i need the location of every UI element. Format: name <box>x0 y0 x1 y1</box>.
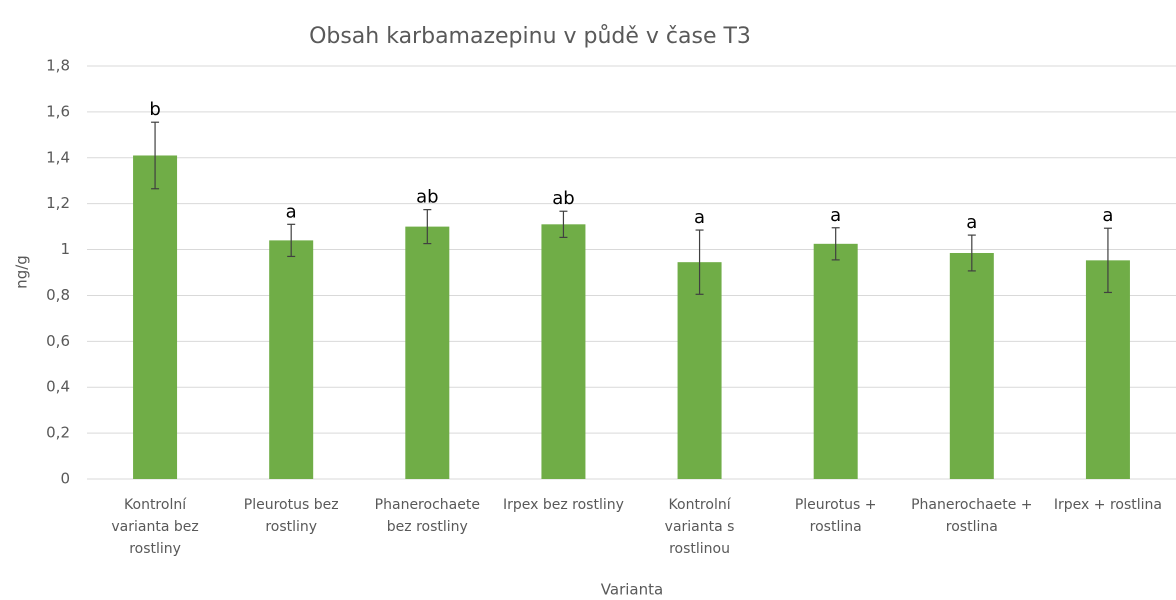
x-tick-label: Kontrolní varianta bez rostliny <box>111 497 199 557</box>
y-tick-label: 0,4 <box>46 378 70 396</box>
y-tick-label: 1,4 <box>46 148 70 166</box>
x-tick-label: Phanerochaete bez rostliny <box>374 497 480 535</box>
y-tick-label: 1,8 <box>46 57 70 75</box>
y-tick-label: 0,6 <box>46 332 70 350</box>
y-tick-label: 1 <box>60 240 70 258</box>
bar <box>269 240 314 479</box>
x-tick-label: Kontrolní varianta s rostlinou <box>664 497 735 557</box>
y-tick-label: 0 <box>60 470 70 488</box>
y-tick-label: 1,2 <box>46 194 70 212</box>
bar <box>1085 260 1130 479</box>
chart-title: Obsah karbamazepinu v půdě v čase T3 <box>309 24 751 49</box>
bar <box>813 243 858 479</box>
y-tick-label: 0,2 <box>46 424 70 442</box>
bar <box>405 226 450 479</box>
y-tick-label: 1,6 <box>46 102 70 120</box>
annotation: a <box>694 207 705 228</box>
x-axis-title: Varianta <box>601 581 663 599</box>
annotation: a <box>830 205 841 226</box>
x-tick-label: Pleurotus + rostlina <box>794 497 877 535</box>
x-tick-label: Irpex + rostlina <box>1053 497 1162 513</box>
y-tick-label: 0,8 <box>46 286 70 304</box>
annotation: a <box>286 201 297 222</box>
bar <box>133 155 178 479</box>
x-tick-label: Pleurotus bez rostliny <box>243 497 339 535</box>
bar <box>677 262 722 479</box>
y-axis-title: ng/g <box>13 255 31 289</box>
x-tick-label: Irpex bez rostliny <box>502 497 624 513</box>
annotation: a <box>1102 205 1113 226</box>
annotation: b <box>149 99 160 120</box>
bar <box>541 224 586 479</box>
bar <box>949 252 994 479</box>
x-tick-label: Phanerochaete + rostlina <box>911 497 1033 535</box>
annotation: a <box>966 212 977 233</box>
annotation: ab <box>416 187 438 208</box>
annotation: ab <box>552 188 574 209</box>
